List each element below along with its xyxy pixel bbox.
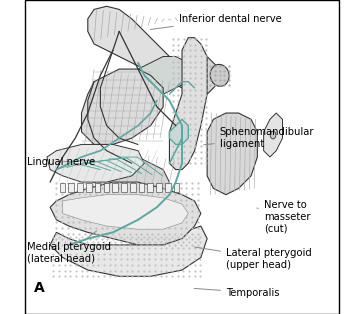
Bar <box>103 183 109 192</box>
Bar <box>68 183 74 192</box>
Text: Lingual nerve: Lingual nerve <box>27 157 95 167</box>
Polygon shape <box>264 113 282 157</box>
Text: Sphenomandibular
ligament: Sphenomandibular ligament <box>203 127 314 149</box>
Polygon shape <box>50 226 207 276</box>
Polygon shape <box>50 182 201 245</box>
Text: Temporalis: Temporalis <box>194 288 280 298</box>
Text: Lateral pterygoid
(upper head): Lateral pterygoid (upper head) <box>194 247 312 270</box>
Bar <box>77 183 83 192</box>
Polygon shape <box>82 69 163 144</box>
Polygon shape <box>88 6 188 88</box>
Bar <box>121 183 127 192</box>
Bar <box>147 183 153 192</box>
Bar <box>139 183 144 192</box>
Bar <box>156 183 162 192</box>
Polygon shape <box>169 119 188 144</box>
Polygon shape <box>63 195 188 229</box>
Bar <box>130 183 135 192</box>
Polygon shape <box>182 57 220 94</box>
Polygon shape <box>207 113 257 195</box>
Polygon shape <box>132 57 195 94</box>
Text: Nerve to
masseter
(cut): Nerve to masseter (cut) <box>257 200 310 233</box>
Polygon shape <box>47 144 144 182</box>
Text: Medial pterygoid
(lateral head): Medial pterygoid (lateral head) <box>27 231 111 263</box>
Polygon shape <box>169 38 207 170</box>
Bar <box>112 183 118 192</box>
Text: Inferior dental nerve: Inferior dental nerve <box>150 14 282 30</box>
Bar <box>60 183 65 192</box>
Bar <box>165 183 171 192</box>
Ellipse shape <box>270 131 276 139</box>
Bar <box>86 183 92 192</box>
Text: A: A <box>35 281 45 295</box>
Bar <box>95 183 100 192</box>
Ellipse shape <box>210 64 229 86</box>
Polygon shape <box>88 144 169 201</box>
Bar <box>174 183 179 192</box>
